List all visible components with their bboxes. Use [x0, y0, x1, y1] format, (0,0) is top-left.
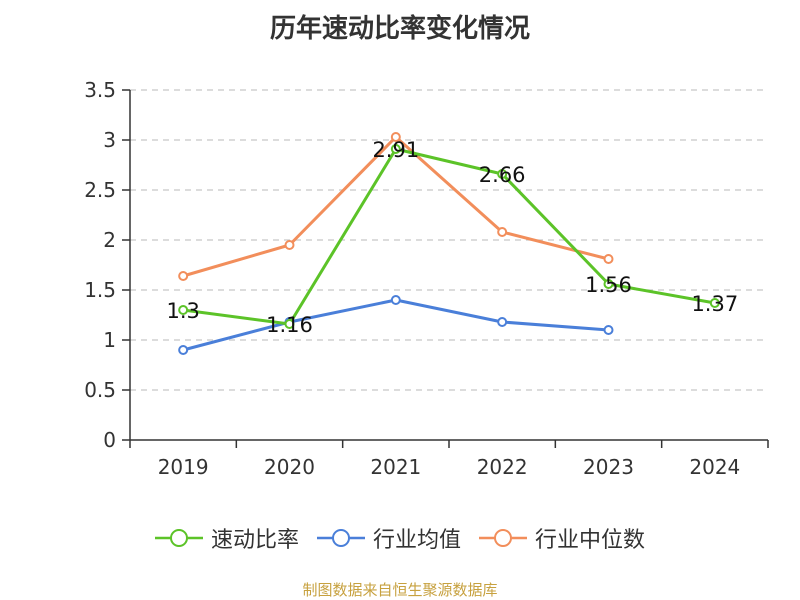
series-layer	[178, 132, 720, 355]
data-point[interactable]	[390, 295, 401, 305]
legend-label-industry-mean: 行业均值	[372, 528, 461, 553]
data-point[interactable]	[603, 254, 614, 264]
legend: 速动比率 行业均值 行业中位数	[0, 522, 800, 554]
data-point[interactable]	[178, 271, 189, 281]
data-label: 1.37	[691, 292, 738, 316]
x-tick-label: 2024	[689, 455, 740, 479]
x-tick-label: 2019	[158, 455, 209, 479]
data-label: 1.56	[585, 273, 632, 297]
data-label: 1.16	[266, 313, 313, 337]
y-tick-label: 3.5	[84, 78, 116, 102]
legend-marker-industry-mean-icon	[316, 529, 365, 547]
data-point[interactable]	[709, 298, 720, 308]
legend-item-industry-median[interactable]: 行业中位数	[479, 522, 645, 554]
grid-layer	[130, 89, 768, 391]
data-point[interactable]	[390, 144, 401, 154]
data-label: 1.3	[166, 299, 199, 323]
data-point[interactable]	[390, 132, 401, 142]
y-tick-label: 0	[103, 428, 116, 452]
legend-marker-industry-median-icon	[479, 529, 527, 547]
series-line	[182, 298, 609, 352]
data-point[interactable]	[497, 317, 508, 327]
y-tick-label: 1	[103, 328, 116, 352]
x-tick-label: 2023	[583, 455, 634, 479]
legend-label-industry-median: 行业中位数	[535, 528, 646, 553]
data-point[interactable]	[284, 319, 295, 329]
x-tick-label: 2020	[264, 455, 315, 479]
chart-title: 历年速动比率变化情况	[269, 14, 530, 44]
legend-marker-quick-ratio-icon	[154, 529, 203, 547]
data-label-layer: 1.3 1.16 2.91 2.66 1.56 1.37	[166, 138, 738, 337]
legend-label-quick-ratio: 速动比率	[210, 528, 299, 553]
data-point[interactable]	[497, 169, 508, 179]
source-note: 制图数据来自恒生聚源数据库	[302, 581, 498, 599]
y-tick-label: 1.5	[84, 278, 116, 302]
y-tick-label: 0.5	[84, 378, 116, 402]
data-point[interactable]	[603, 325, 614, 335]
legend-item-quick-ratio[interactable]: 速动比率	[154, 522, 299, 554]
data-point[interactable]	[284, 240, 295, 250]
axis-layer: 0 0.5 1 1.5 2 2.5 3 3.5 2019 2020 2021 2022 2023 2024	[84, 78, 769, 479]
y-tick-label: 2.5	[84, 178, 116, 202]
data-point[interactable]	[178, 305, 189, 315]
legend-item-industry-mean[interactable]: 行业均值	[316, 522, 461, 554]
series-line	[182, 147, 716, 326]
x-tick-label: 2022	[477, 455, 528, 479]
data-label: 2.66	[479, 163, 526, 187]
data-point[interactable]	[497, 227, 508, 237]
data-point[interactable]	[603, 279, 614, 289]
y-tick-label: 2	[103, 228, 116, 252]
data-label: 2.91	[372, 138, 419, 162]
y-tick-label: 3	[103, 128, 116, 152]
x-tick-label: 2021	[370, 455, 421, 479]
data-point[interactable]	[178, 345, 189, 355]
